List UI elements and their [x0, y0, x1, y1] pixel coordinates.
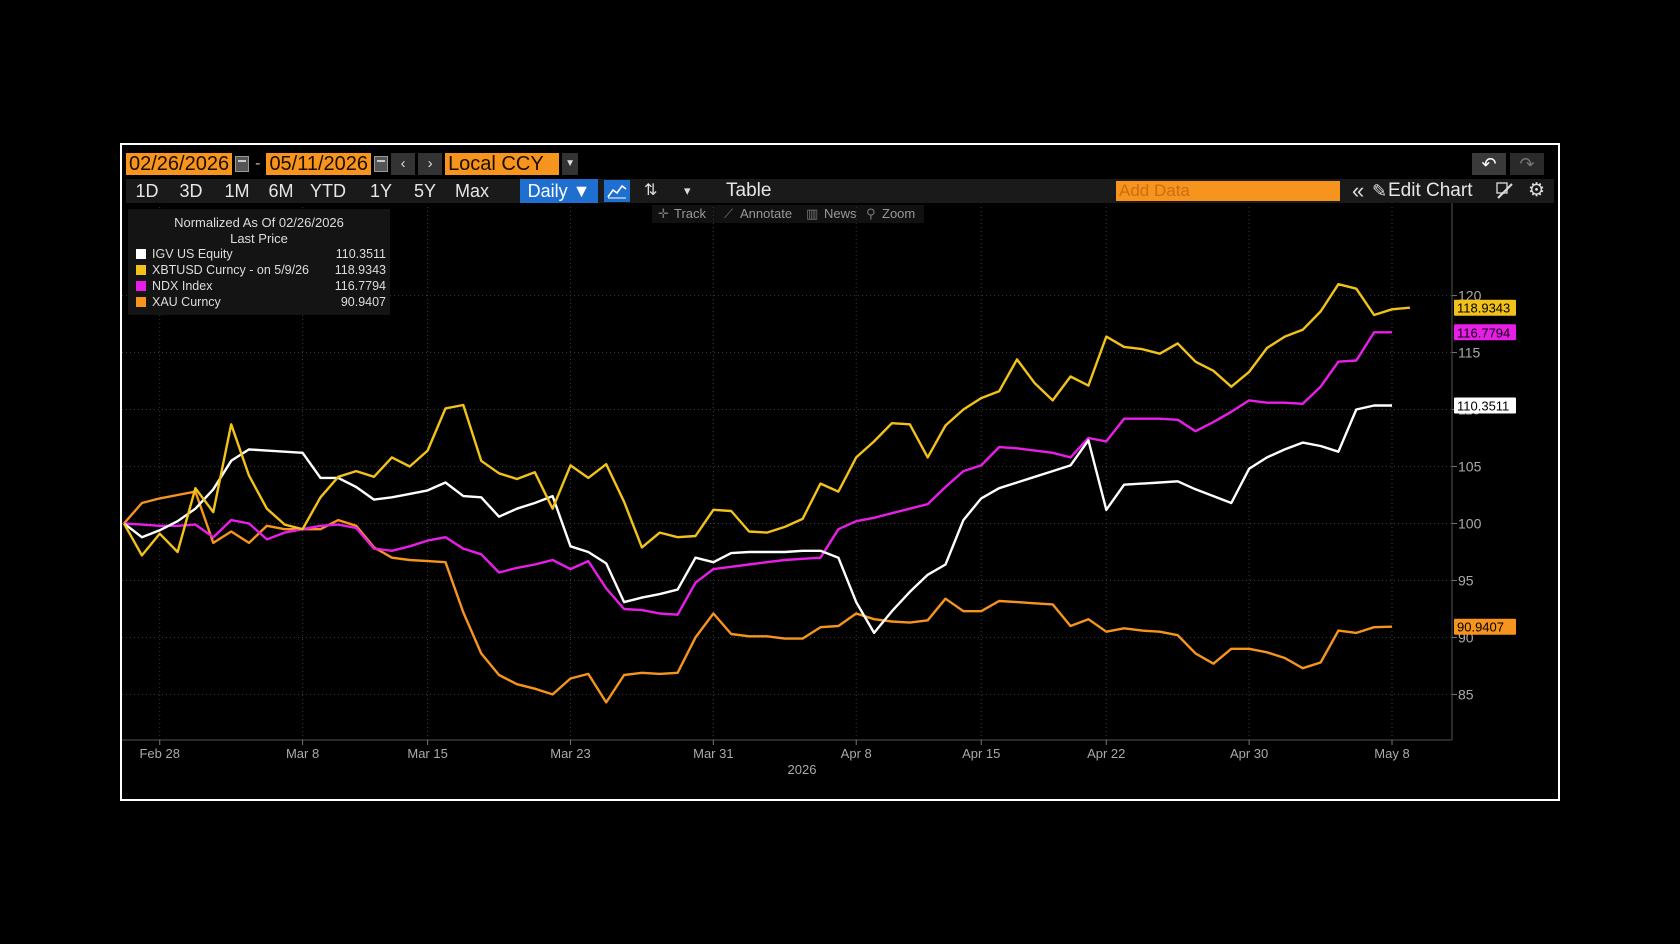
- period-5y-button[interactable]: 5Y: [413, 181, 437, 201]
- x-tick-label: Apr 8: [841, 746, 872, 761]
- legend-item-name: XBTUSD Curncy - on 5/9/26: [152, 263, 310, 277]
- x-tick-label: Apr 15: [962, 746, 1000, 761]
- legend-item-value: 110.3511: [335, 247, 386, 261]
- edit-chart-button[interactable]: Edit Chart: [1388, 180, 1473, 201]
- undo-icon[interactable]: ↶: [1472, 153, 1506, 175]
- legend-item-value: 116.7794: [334, 279, 386, 293]
- last-value-label: 90.9407: [1457, 620, 1504, 635]
- y-tick-label: 120: [1458, 288, 1482, 304]
- edit-style-icon[interactable]: [1496, 179, 1514, 203]
- zoom-button[interactable]: Zoom: [882, 206, 916, 221]
- news-button[interactable]: News: [824, 206, 857, 221]
- chart-window: 02/26/2026 - 05/11/2026 ‹ › Local CCY ▼ …: [120, 143, 1560, 801]
- date-range-bar: 02/26/2026 - 05/11/2026 ‹ › Local CCY ▼: [126, 153, 579, 175]
- currency-dropdown-icon[interactable]: ▼: [562, 153, 579, 175]
- period-6m-button[interactable]: 6M: [268, 181, 294, 201]
- x-tick-label: Mar 31: [693, 746, 733, 761]
- currency-select[interactable]: Local CCY: [445, 153, 560, 175]
- y-tick-label: 115: [1458, 345, 1481, 361]
- legend-item-name: NDX Index: [152, 279, 213, 293]
- end-date-field[interactable]: 05/11/2026: [266, 153, 372, 175]
- last-value-badge: [1454, 324, 1516, 341]
- track-icon: ✛: [658, 206, 669, 221]
- legend-item-value: 118.9343: [334, 263, 386, 277]
- track-button[interactable]: Track: [674, 206, 707, 221]
- frequency-select[interactable]: Daily ▼: [520, 179, 598, 203]
- legend-item-ndx[interactable]: NDX Index 116.7794: [136, 279, 386, 293]
- chart-toolbar: 1D 3D 1M 6M YTD 1Y 5Y Max Daily ▼ ⇅ ▾ Ta…: [126, 179, 1554, 203]
- line-chart-icon[interactable]: [604, 180, 630, 202]
- series-line-xau-curncy: [123, 490, 1393, 704]
- annotate-button[interactable]: Annotate: [740, 206, 793, 221]
- series-line-igv-us-equity: [123, 404, 1392, 635]
- x-tick-label: Feb 28: [139, 746, 179, 761]
- redo-icon[interactable]: ↷: [1510, 153, 1544, 175]
- legend-swatch: [136, 297, 146, 307]
- period-max-button[interactable]: Max: [454, 181, 489, 201]
- y-tick-label: 85: [1458, 686, 1474, 702]
- last-value-badge: [1454, 397, 1516, 414]
- legend-swatch: [136, 265, 146, 275]
- legend-item-xau[interactable]: XAU Curncy 90.9407: [136, 295, 386, 309]
- y-tick-label: 100: [1458, 515, 1482, 531]
- chart-subtoolbar: ✛ Track ⟋ Annotate ▥ News ⚲ Zoom: [652, 205, 924, 223]
- y-tick-label: 105: [1458, 459, 1482, 475]
- last-value-badge: [1454, 618, 1516, 635]
- start-calendar-icon[interactable]: [235, 156, 250, 172]
- collapse-icon[interactable]: «: [1352, 178, 1365, 203]
- chart-tools-icon[interactable]: ⇅: [644, 182, 658, 199]
- prev-period-button[interactable]: ‹: [391, 153, 416, 175]
- x-tick-label: Apr 22: [1087, 746, 1125, 761]
- y-tick-label: 95: [1458, 572, 1474, 588]
- legend-item-name: XAU Curncy: [152, 295, 221, 309]
- settings-gear-icon[interactable]: ⚙: [1528, 180, 1546, 201]
- chart-legend: Normalized As Of 02/26/2026 Last Price I…: [128, 209, 390, 315]
- legend-swatch: [136, 249, 146, 259]
- x-tick-label: Mar 15: [407, 746, 447, 761]
- date-separator: -: [255, 155, 261, 172]
- last-value-label: 110.3511: [1457, 399, 1509, 414]
- period-3d-button[interactable]: 3D: [179, 181, 203, 201]
- zoom-icon: ⚲: [866, 206, 876, 221]
- legend-item-igv[interactable]: IGV US Equity 110.3511: [136, 247, 386, 261]
- last-value-label: 116.7794: [1457, 325, 1510, 340]
- x-tick-label: May 8: [1374, 746, 1409, 761]
- table-button[interactable]: Table: [726, 180, 772, 201]
- x-tick-label: Apr 30: [1230, 746, 1268, 761]
- period-1m-button[interactable]: 1M: [224, 181, 250, 201]
- last-value-badge: [1454, 299, 1516, 316]
- legend-item-xbtusd[interactable]: XBTUSD Curncy - on 5/9/26 118.9343: [136, 263, 386, 277]
- legend-item-name: IGV US Equity: [152, 247, 233, 261]
- period-1d-button[interactable]: 1D: [135, 181, 159, 201]
- legend-normalized-header: Normalized As Of 02/26/2026: [174, 215, 344, 230]
- series-line-xbtusd-curncy: [122, 282, 1411, 557]
- news-icon: ▥: [806, 206, 819, 221]
- pencil-icon[interactable]: ✎: [1372, 181, 1388, 201]
- add-data-input[interactable]: Add Data: [1116, 181, 1340, 201]
- series-line-ndx-index: [123, 331, 1392, 616]
- x-tick-label: Mar 23: [550, 746, 590, 761]
- legend-item-value: 90.9407: [340, 295, 386, 309]
- end-calendar-icon[interactable]: [374, 156, 389, 172]
- legend-last-price-header: Last Price: [230, 231, 288, 246]
- next-period-button[interactable]: ›: [418, 153, 443, 175]
- period-ytd-button[interactable]: YTD: [310, 181, 346, 201]
- last-value-label: 118.9343: [1457, 301, 1510, 316]
- more-options-icon[interactable]: ▾: [684, 183, 691, 198]
- start-date-field[interactable]: 02/26/2026: [126, 153, 233, 175]
- annotate-icon: ⟋: [724, 206, 734, 221]
- x-tick-label: Mar 8: [286, 746, 319, 761]
- legend-swatch: [136, 281, 146, 291]
- x-axis-year-label: 2026: [788, 762, 817, 777]
- period-1y-button[interactable]: 1Y: [369, 181, 393, 201]
